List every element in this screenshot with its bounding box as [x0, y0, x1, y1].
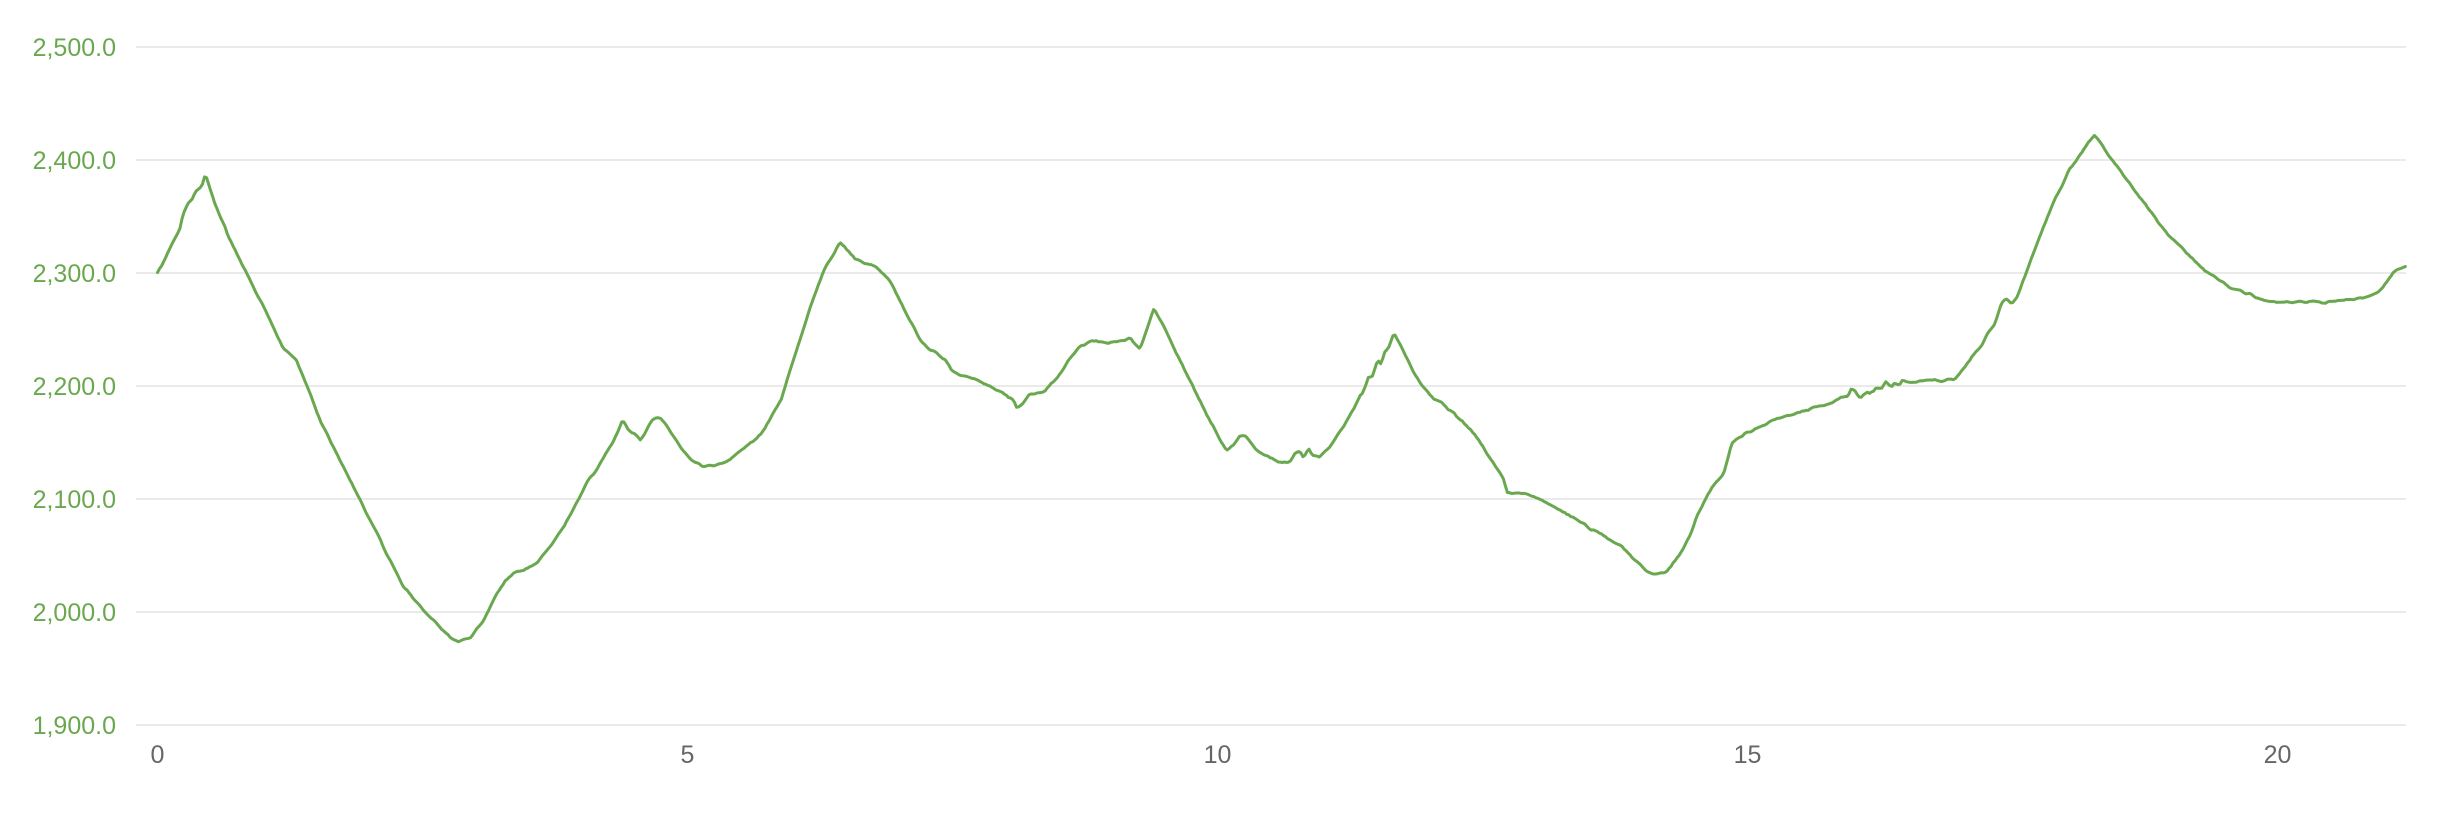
svg-text:10: 10 — [1204, 741, 1232, 769]
svg-text:5: 5 — [681, 741, 695, 769]
svg-text:20: 20 — [2264, 741, 2292, 769]
svg-text:0: 0 — [151, 741, 165, 769]
svg-text:2,100.0: 2,100.0 — [33, 486, 116, 514]
svg-text:2,200.0: 2,200.0 — [33, 373, 116, 401]
svg-text:2,400.0: 2,400.0 — [33, 147, 116, 175]
svg-text:15: 15 — [1734, 741, 1762, 769]
svg-text:1,900.0: 1,900.0 — [33, 712, 116, 740]
svg-text:2,300.0: 2,300.0 — [33, 260, 116, 288]
svg-text:2,500.0: 2,500.0 — [33, 34, 116, 62]
svg-text:2,000.0: 2,000.0 — [33, 599, 116, 627]
